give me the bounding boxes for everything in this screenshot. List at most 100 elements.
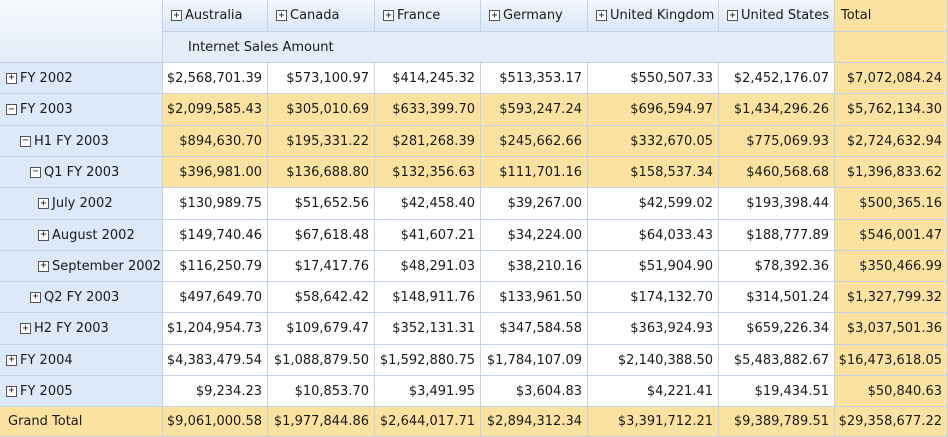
row-total-cell[interactable]: $3,037,501.36 <box>835 313 948 345</box>
row-total-cell[interactable]: $50,840.63 <box>835 376 948 407</box>
row-total-cell[interactable]: $350,466.99 <box>835 251 948 282</box>
column-header[interactable]: + United States <box>719 0 835 32</box>
grand-total-cell[interactable]: $9,061,000.58 <box>163 407 268 437</box>
data-cell[interactable]: $195,331.22 <box>268 126 375 157</box>
grand-total-total-cell[interactable]: $29,358,677.22 <box>835 407 948 437</box>
row-header[interactable]: + H2 FY 2003 <box>0 313 163 345</box>
data-cell[interactable]: $148,911.76 <box>375 282 481 313</box>
expand-plus-icon[interactable]: + <box>6 72 17 84</box>
data-cell[interactable]: $460,568.68 <box>719 157 835 188</box>
data-cell[interactable]: $58,642.42 <box>268 282 375 313</box>
row-header[interactable]: + July 2002 <box>0 188 163 220</box>
data-cell[interactable]: $193,398.44 <box>719 188 835 220</box>
row-header[interactable]: + September 2002 <box>0 251 163 282</box>
data-cell[interactable]: $894,630.70 <box>163 126 268 157</box>
data-cell[interactable]: $67,618.48 <box>268 220 375 251</box>
data-cell[interactable]: $2,099,585.43 <box>163 94 268 126</box>
collapse-minus-icon[interactable]: − <box>20 135 31 147</box>
row-total-cell[interactable]: $546,001.47 <box>835 220 948 251</box>
column-header[interactable]: + United Kingdom <box>588 0 719 32</box>
data-cell[interactable]: $352,131.31 <box>375 313 481 345</box>
data-cell[interactable]: $133,961.50 <box>481 282 588 313</box>
expand-plus-icon[interactable]: + <box>727 10 738 21</box>
expand-plus-icon[interactable]: + <box>171 10 182 21</box>
data-cell[interactable]: $414,245.32 <box>375 63 481 94</box>
data-cell[interactable]: $9,234.23 <box>163 376 268 407</box>
expand-plus-icon[interactable]: + <box>38 260 49 272</box>
data-cell[interactable]: $775,069.93 <box>719 126 835 157</box>
row-total-cell[interactable]: $500,365.16 <box>835 188 948 220</box>
row-header[interactable]: − FY 2003 <box>0 94 163 126</box>
data-cell[interactable]: $513,353.17 <box>481 63 588 94</box>
data-cell[interactable]: $1,204,954.73 <box>163 313 268 345</box>
total-column-header[interactable]: Total <box>835 0 948 32</box>
data-cell[interactable]: $188,777.89 <box>719 220 835 251</box>
row-total-cell[interactable]: $7,072,084.24 <box>835 63 948 94</box>
data-cell[interactable]: $10,853.70 <box>268 376 375 407</box>
data-cell[interactable]: $332,670.05 <box>588 126 719 157</box>
row-header[interactable]: + FY 2004 <box>0 345 163 376</box>
data-cell[interactable]: $42,458.40 <box>375 188 481 220</box>
data-cell[interactable]: $363,924.93 <box>588 313 719 345</box>
data-cell[interactable]: $2,140,388.50 <box>588 345 719 376</box>
column-header[interactable]: + France <box>375 0 481 32</box>
row-total-cell[interactable]: $1,396,833.62 <box>835 157 948 188</box>
data-cell[interactable]: $132,356.63 <box>375 157 481 188</box>
data-cell[interactable]: $38,210.16 <box>481 251 588 282</box>
data-cell[interactable]: $41,607.21 <box>375 220 481 251</box>
data-cell[interactable]: $116,250.79 <box>163 251 268 282</box>
data-cell[interactable]: $17,417.76 <box>268 251 375 282</box>
data-cell[interactable]: $19,434.51 <box>719 376 835 407</box>
data-cell[interactable]: $42,599.02 <box>588 188 719 220</box>
data-cell[interactable]: $2,568,701.39 <box>163 63 268 94</box>
expand-plus-icon[interactable]: + <box>30 291 41 303</box>
data-cell[interactable]: $497,649.70 <box>163 282 268 313</box>
column-header[interactable]: + Canada <box>268 0 375 32</box>
collapse-minus-icon[interactable]: − <box>6 104 17 115</box>
expand-plus-icon[interactable]: + <box>38 198 49 209</box>
grand-total-cell[interactable]: $1,977,844.86 <box>268 407 375 437</box>
data-cell[interactable]: $158,537.34 <box>588 157 719 188</box>
data-cell[interactable]: $347,584.58 <box>481 313 588 345</box>
data-cell[interactable]: $78,392.36 <box>719 251 835 282</box>
row-total-cell[interactable]: $16,473,618.05 <box>835 345 948 376</box>
data-cell[interactable]: $48,291.03 <box>375 251 481 282</box>
data-cell[interactable]: $1,088,879.50 <box>268 345 375 376</box>
data-cell[interactable]: $39,267.00 <box>481 188 588 220</box>
expand-plus-icon[interactable]: + <box>383 10 394 21</box>
data-cell[interactable]: $64,033.43 <box>588 220 719 251</box>
data-cell[interactable]: $136,688.80 <box>268 157 375 188</box>
data-cell[interactable]: $149,740.46 <box>163 220 268 251</box>
expand-plus-icon[interactable]: + <box>20 323 31 334</box>
expand-plus-icon[interactable]: + <box>38 229 49 241</box>
row-total-cell[interactable]: $2,724,632.94 <box>835 126 948 157</box>
data-cell[interactable]: $3,604.83 <box>481 376 588 407</box>
data-cell[interactable]: $2,452,176.07 <box>719 63 835 94</box>
row-header[interactable]: − H1 FY 2003 <box>0 126 163 157</box>
data-cell[interactable]: $109,679.47 <box>268 313 375 345</box>
collapse-minus-icon[interactable]: − <box>30 166 41 178</box>
data-cell[interactable]: $111,701.16 <box>481 157 588 188</box>
data-cell[interactable]: $130,989.75 <box>163 188 268 220</box>
column-header[interactable]: + Germany <box>481 0 588 32</box>
data-cell[interactable]: $314,501.24 <box>719 282 835 313</box>
expand-plus-icon[interactable]: + <box>276 10 287 21</box>
row-header[interactable]: + FY 2005 <box>0 376 163 407</box>
data-cell[interactable]: $1,784,107.09 <box>481 345 588 376</box>
column-header[interactable]: + Australia <box>163 0 268 32</box>
grand-total-cell[interactable]: $2,894,312.34 <box>481 407 588 437</box>
row-total-cell[interactable]: $5,762,134.30 <box>835 94 948 126</box>
data-cell[interactable]: $593,247.24 <box>481 94 588 126</box>
data-cell[interactable]: $4,383,479.54 <box>163 345 268 376</box>
expand-plus-icon[interactable]: + <box>596 10 607 21</box>
data-cell[interactable]: $174,132.70 <box>588 282 719 313</box>
row-total-cell[interactable]: $1,327,799.32 <box>835 282 948 313</box>
row-header[interactable]: + FY 2002 <box>0 63 163 94</box>
grand-total-cell[interactable]: $3,391,712.21 <box>588 407 719 437</box>
data-cell[interactable]: $659,226.34 <box>719 313 835 345</box>
data-cell[interactable]: $1,434,296.26 <box>719 94 835 126</box>
data-cell[interactable]: $281,268.39 <box>375 126 481 157</box>
data-cell[interactable]: $305,010.69 <box>268 94 375 126</box>
data-cell[interactable]: $396,981.00 <box>163 157 268 188</box>
data-cell[interactable]: $4,221.41 <box>588 376 719 407</box>
